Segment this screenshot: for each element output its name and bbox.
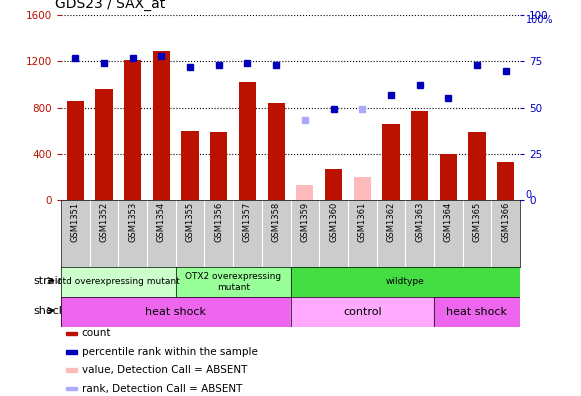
Text: GSM1366: GSM1366 [501, 202, 510, 242]
Bar [181, 131, 199, 200]
Text: control: control [343, 307, 382, 317]
Text: GSM1362: GSM1362 [386, 202, 396, 242]
Text: GSM1353: GSM1353 [128, 202, 137, 242]
Text: OTX2 overexpressing
mutant: OTX2 overexpressing mutant [185, 272, 281, 292]
Bar [434, 297, 520, 327]
Bar [325, 169, 342, 200]
Bar [61, 297, 290, 327]
Text: 100%: 100% [526, 15, 553, 25]
Text: otd overexpressing mutant: otd overexpressing mutant [57, 278, 180, 286]
Bar [210, 132, 227, 200]
Bar [411, 111, 428, 200]
Text: 0: 0 [526, 190, 532, 200]
Bar [290, 267, 520, 297]
Text: GSM1363: GSM1363 [415, 202, 424, 242]
Text: GSM1352: GSM1352 [99, 202, 109, 242]
Bar [153, 51, 170, 200]
Bar [468, 132, 486, 200]
Bar [382, 124, 400, 200]
Bar [239, 82, 256, 200]
Bar [66, 350, 77, 354]
Bar [67, 101, 84, 200]
Bar [61, 267, 175, 297]
Bar [267, 103, 285, 200]
Text: GSM1355: GSM1355 [185, 202, 195, 242]
Bar [296, 185, 314, 200]
Text: GSM1359: GSM1359 [300, 202, 309, 242]
Text: shock: shock [34, 305, 66, 316]
Text: GSM1364: GSM1364 [444, 202, 453, 242]
Bar [175, 267, 290, 297]
Text: strain: strain [34, 276, 66, 286]
Bar [66, 387, 77, 390]
Text: value, Detection Call = ABSENT: value, Detection Call = ABSENT [82, 365, 247, 375]
Text: count: count [82, 328, 111, 339]
Text: wildtype: wildtype [386, 278, 425, 286]
Bar [66, 368, 77, 372]
Text: GSM1356: GSM1356 [214, 202, 223, 242]
Text: GSM1361: GSM1361 [358, 202, 367, 242]
Text: heat shock: heat shock [446, 307, 507, 317]
Text: GSM1357: GSM1357 [243, 202, 252, 242]
Text: percentile rank within the sample: percentile rank within the sample [82, 347, 257, 357]
Text: GSM1354: GSM1354 [157, 202, 166, 242]
Text: GSM1358: GSM1358 [272, 202, 281, 242]
Bar [95, 89, 113, 200]
Bar [354, 177, 371, 200]
Bar [497, 162, 514, 200]
Bar [290, 297, 434, 327]
Text: heat shock: heat shock [145, 307, 206, 317]
Bar [124, 60, 141, 200]
Text: GSM1351: GSM1351 [71, 202, 80, 242]
Bar [440, 154, 457, 200]
Text: GDS23 / SAX_at: GDS23 / SAX_at [55, 0, 166, 11]
Text: GSM1360: GSM1360 [329, 202, 338, 242]
Text: rank, Detection Call = ABSENT: rank, Detection Call = ABSENT [82, 384, 242, 394]
Text: GSM1365: GSM1365 [472, 202, 482, 242]
Bar [66, 332, 77, 335]
